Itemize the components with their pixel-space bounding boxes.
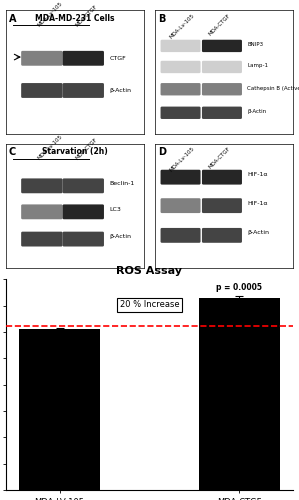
Text: MDA-Lv-105: MDA-Lv-105: [36, 0, 63, 28]
FancyBboxPatch shape: [21, 178, 62, 194]
FancyBboxPatch shape: [202, 170, 242, 184]
Bar: [199, 298, 280, 490]
Text: p = 0.0005: p = 0.0005: [216, 284, 263, 292]
Text: C: C: [9, 148, 16, 158]
Text: MDA-Lv-105: MDA-Lv-105: [169, 146, 196, 173]
Text: HIF-1α: HIF-1α: [248, 172, 268, 177]
FancyBboxPatch shape: [161, 170, 201, 184]
Text: Beclin-1: Beclin-1: [109, 181, 135, 186]
Text: β-Actin: β-Actin: [248, 230, 269, 235]
Text: MDA-Lv-105: MDA-Lv-105: [169, 12, 196, 40]
FancyBboxPatch shape: [62, 83, 104, 98]
Text: MDA-Lv-105: MDA-Lv-105: [36, 134, 63, 161]
Text: BNIP3: BNIP3: [248, 42, 264, 47]
Text: LC3: LC3: [109, 207, 121, 212]
Text: A: A: [9, 14, 16, 24]
Text: MDA-CTGF: MDA-CTGF: [75, 137, 99, 161]
Text: Lamp-1: Lamp-1: [248, 63, 269, 68]
FancyBboxPatch shape: [62, 51, 104, 66]
FancyBboxPatch shape: [161, 83, 201, 96]
FancyBboxPatch shape: [161, 61, 201, 73]
FancyBboxPatch shape: [202, 40, 242, 52]
Text: MDA-MD-231 Cells: MDA-MD-231 Cells: [35, 14, 115, 22]
Text: β-Actin: β-Actin: [109, 88, 132, 93]
Text: Cathepsin B (Active): Cathepsin B (Active): [248, 86, 299, 90]
FancyBboxPatch shape: [202, 106, 242, 119]
Text: MDA-CTGF: MDA-CTGF: [75, 4, 99, 28]
Text: β-Actin: β-Actin: [109, 234, 132, 239]
Text: MDA-CTGF: MDA-CTGF: [208, 146, 231, 170]
FancyBboxPatch shape: [62, 232, 104, 246]
FancyBboxPatch shape: [62, 178, 104, 194]
FancyBboxPatch shape: [202, 83, 242, 96]
FancyBboxPatch shape: [202, 61, 242, 73]
FancyBboxPatch shape: [161, 228, 201, 243]
FancyBboxPatch shape: [202, 228, 242, 243]
Text: D: D: [158, 148, 166, 158]
Bar: [19, 330, 100, 490]
Text: β-Actin: β-Actin: [248, 109, 267, 114]
Title: ROS Assay: ROS Assay: [117, 266, 182, 276]
FancyBboxPatch shape: [161, 106, 201, 119]
Text: Starvation (2h): Starvation (2h): [42, 148, 108, 156]
FancyBboxPatch shape: [21, 83, 62, 98]
Text: CTGF: CTGF: [109, 56, 126, 61]
FancyBboxPatch shape: [202, 198, 242, 213]
FancyBboxPatch shape: [21, 51, 62, 66]
FancyBboxPatch shape: [161, 40, 201, 52]
FancyBboxPatch shape: [21, 204, 62, 220]
Text: 20 % Increase: 20 % Increase: [120, 300, 179, 309]
FancyBboxPatch shape: [161, 198, 201, 213]
FancyBboxPatch shape: [62, 204, 104, 220]
Text: HIF-1α: HIF-1α: [248, 200, 268, 205]
FancyBboxPatch shape: [21, 232, 62, 246]
Text: MDA-CTGF: MDA-CTGF: [208, 12, 231, 36]
Text: B: B: [158, 14, 165, 24]
